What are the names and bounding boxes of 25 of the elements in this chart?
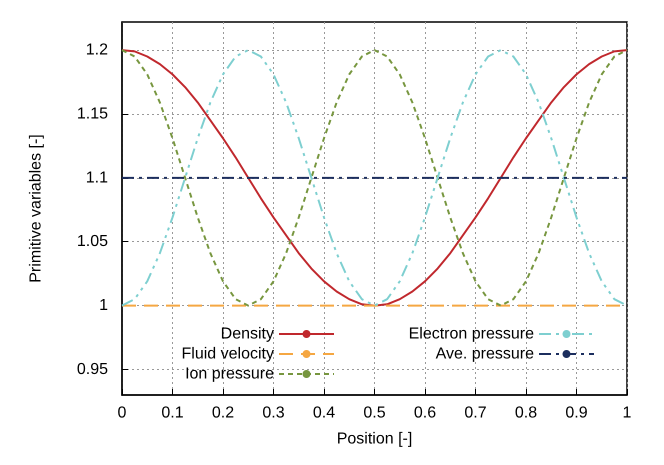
x-tick-label: 0.5 [363, 404, 386, 422]
x-tick-label: 0.6 [414, 404, 436, 422]
legend-label: Density [220, 326, 274, 342]
legend-label: Fluid velocity [182, 346, 274, 362]
y-tick-label: 1 [99, 297, 108, 314]
x-tick-label: 0.1 [161, 404, 184, 422]
y-tick-label: 1.2 [86, 42, 108, 59]
x-tick-label: 0.2 [212, 404, 234, 422]
y-tick-label: 1.05 [76, 233, 108, 250]
legend-label: Electron pressure [408, 326, 534, 342]
x-tick-label: 0.4 [312, 404, 336, 422]
y-tick-label: 0.95 [76, 360, 108, 378]
x-tick-label: 0.8 [514, 404, 538, 422]
x-axis-title: Position [-] [336, 430, 412, 448]
legend-label: Ave. pressure [436, 346, 534, 362]
x-tick-label: 0.9 [565, 404, 588, 422]
line-series [121, 49, 628, 307]
y-tick-label: 1.15 [76, 105, 108, 122]
x-tick-label: 0.7 [464, 404, 487, 422]
y-tick-label: 1.1 [86, 169, 108, 186]
legend-label: Ion pressure [185, 366, 274, 382]
y-axis-title: Primitive variables [-] [28, 134, 44, 283]
x-tick-label: 0.3 [262, 404, 285, 422]
x-tick-label: 0 [118, 404, 127, 422]
x-tick-label: 1 [622, 404, 632, 422]
